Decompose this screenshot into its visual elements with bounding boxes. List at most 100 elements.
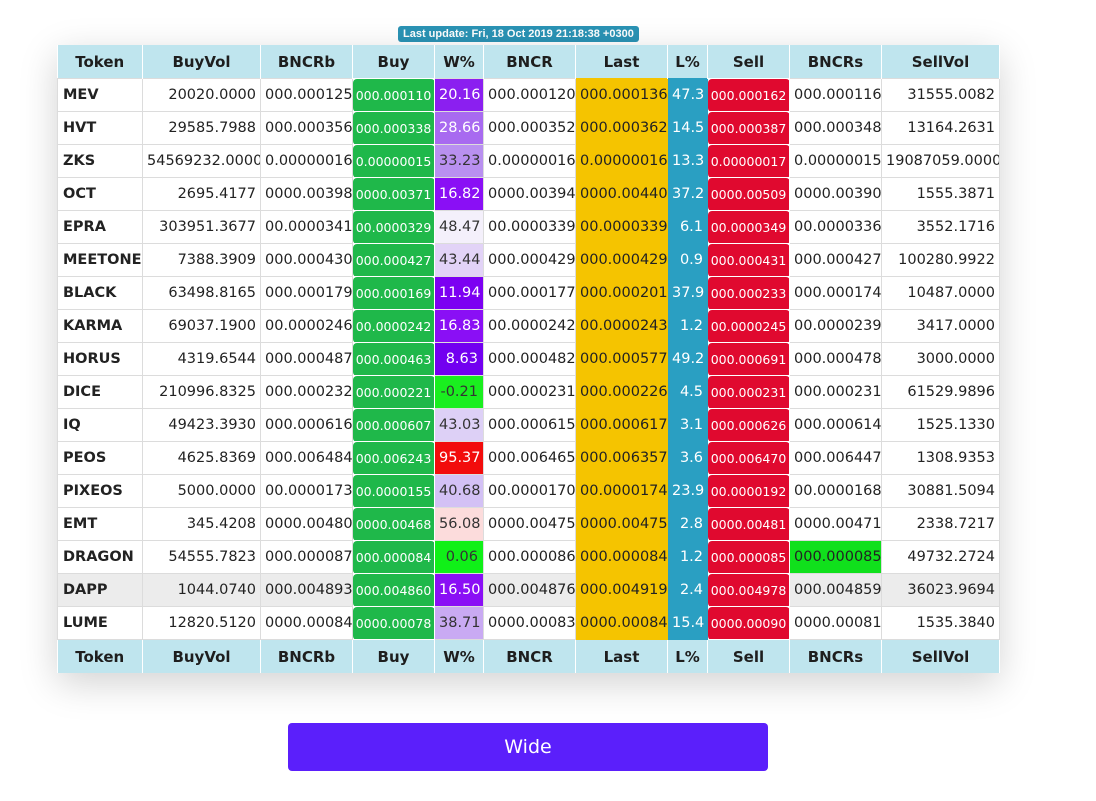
token-cell: DICE [57,375,143,409]
sellvol-cell: 13164.2631 [881,111,1000,145]
bncrs-cell: 000.000085 [789,540,882,574]
sell-price-cell: 000.000231 [707,375,790,409]
buy-price-cell: 000.000221 [352,375,435,409]
bncrs-cell: 0000.00390 [789,177,882,211]
column-header-last[interactable]: Last [575,45,668,79]
table-row: OCT 2695.4177 0000.00398 0000.00371 16.82 000… [57,177,1000,211]
l-percent-cell: 47.3 [667,78,708,112]
sellvol-cell: 30881.5094 [881,474,1000,508]
sellvol-cell: 100280.9922 [881,243,1000,277]
bncr-cell: 000.000615 [483,408,576,442]
last-price-cell: 000.000577 [575,342,668,376]
buy-price-cell: 000.000169 [352,276,435,310]
buy-price-cell: 0000.00468 [352,507,435,541]
w-percent-cell: 38.71 [434,606,484,640]
bncr-cell: 000.000352 [483,111,576,145]
column-header-token[interactable]: Token [57,639,143,673]
buy-price-cell: 00.0000329 [352,210,435,244]
column-header-sell[interactable]: Sell [707,639,790,673]
bncrb-cell: 000.000487 [260,342,353,376]
bncr-cell: 000.000482 [483,342,576,376]
column-header-sell[interactable]: Sell [707,45,790,79]
bncrb-cell: 000.000087 [260,540,353,574]
column-header-token[interactable]: Token [57,45,143,79]
buyvol-cell: 29585.7988 [142,111,261,145]
column-header-buyvol[interactable]: BuyVol [142,45,261,79]
column-header-buy[interactable]: Buy [352,45,435,79]
sell-price-cell: 000.000085 [707,540,790,574]
sellvol-cell: 1555.3871 [881,177,1000,211]
column-header-last[interactable]: Last [575,639,668,673]
column-header-w[interactable]: W% [434,639,484,673]
table-row: EPRA 303951.3677 00.0000341 00.0000329 48.47… [57,210,1000,244]
column-header-bncrs[interactable]: BNCRs [789,45,882,79]
token-cell: KARMA [57,309,143,343]
column-header-buy[interactable]: Buy [352,639,435,673]
sell-price-cell: 000.000626 [707,408,790,442]
w-percent-cell: 16.82 [434,177,484,211]
last-price-cell: 000.000201 [575,276,668,310]
column-header-sellvol[interactable]: SellVol [881,639,1000,673]
sell-price-cell: 000.000691 [707,342,790,376]
buy-price-cell: 0000.00371 [352,177,435,211]
column-header-l[interactable]: L% [667,45,708,79]
buy-price-cell: 000.000607 [352,408,435,442]
sell-price-cell: 0000.00090 [707,606,790,640]
w-percent-cell: 8.63 [434,342,484,376]
column-header-sellvol[interactable]: SellVol [881,45,1000,79]
token-cell: DRAGON [57,540,143,574]
sellvol-cell: 10487.0000 [881,276,1000,310]
buyvol-cell: 1044.0740 [142,573,261,607]
sell-price-cell: 000.000387 [707,111,790,145]
last-price-cell: 00.0000339 [575,210,668,244]
column-header-bncrb[interactable]: BNCRb [260,45,353,79]
token-cell: IQ [57,408,143,442]
last-price-cell: 000.004919 [575,573,668,607]
column-header-bncr[interactable]: BNCR [483,45,576,79]
bncrs-cell: 000.000174 [789,276,882,310]
column-header-bncrs[interactable]: BNCRs [789,639,882,673]
l-percent-cell: 23.9 [667,474,708,508]
table-header-row: Token BuyVol BNCRb Buy W% BNCR Last L% Sell BNCRs… [57,45,1000,79]
l-percent-cell: 4.5 [667,375,708,409]
table-row: LUME 12820.5120 0000.00084 0000.00078 38.71 0… [57,606,1000,640]
buyvol-cell: 54569232.0000 [142,144,261,178]
w-percent-cell: 0.06 [434,540,484,574]
l-percent-cell: 1.2 [667,540,708,574]
bncr-cell: 00.0000339 [483,210,576,244]
buyvol-cell: 2695.4177 [142,177,261,211]
l-percent-cell: 3.6 [667,441,708,475]
sell-price-cell: 000.000431 [707,243,790,277]
sell-price-cell: 0000.00481 [707,507,790,541]
column-header-w[interactable]: W% [434,45,484,79]
bncrb-cell: 000.000430 [260,243,353,277]
w-percent-cell: 16.50 [434,573,484,607]
buy-price-cell: 000.004860 [352,573,435,607]
bncr-cell: 000.006465 [483,441,576,475]
sellvol-cell: 2338.7217 [881,507,1000,541]
sellvol-cell: 3000.0000 [881,342,1000,376]
bncr-cell: 000.000231 [483,375,576,409]
buy-price-cell: 000.000427 [352,243,435,277]
token-cell: LUME [57,606,143,640]
bncrs-cell: 00.0000168 [789,474,882,508]
l-percent-cell: 6.1 [667,210,708,244]
bncrs-cell: 0000.00471 [789,507,882,541]
sell-price-cell: 000.006470 [707,441,790,475]
bncrb-cell: 00.0000246 [260,309,353,343]
buyvol-cell: 69037.1900 [142,309,261,343]
buy-price-cell: 000.000110 [352,78,435,112]
column-header-bncr[interactable]: BNCR [483,639,576,673]
wide-button[interactable]: Wide [288,723,768,771]
token-cell: MEETONE [57,243,143,277]
sellvol-cell: 49732.2724 [881,540,1000,574]
token-cell: MEV [57,78,143,112]
column-header-l[interactable]: L% [667,639,708,673]
bncr-cell: 00.0000170 [483,474,576,508]
column-header-buyvol[interactable]: BuyVol [142,639,261,673]
l-percent-cell: 2.8 [667,507,708,541]
w-percent-cell: 20.16 [434,78,484,112]
l-percent-cell: 1.2 [667,309,708,343]
w-percent-cell: 43.03 [434,408,484,442]
column-header-bncrb[interactable]: BNCRb [260,639,353,673]
